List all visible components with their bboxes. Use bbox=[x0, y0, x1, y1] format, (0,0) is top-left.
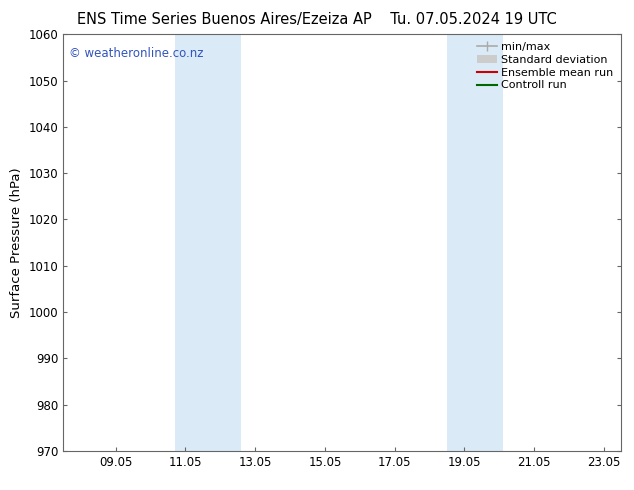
Legend: min/max, Standard deviation, Ensemble mean run, Controll run: min/max, Standard deviation, Ensemble me… bbox=[475, 40, 616, 93]
Text: ENS Time Series Buenos Aires/Ezeiza AP    Tu. 07.05.2024 19 UTC: ENS Time Series Buenos Aires/Ezeiza AP T… bbox=[77, 12, 557, 27]
Y-axis label: Surface Pressure (hPa): Surface Pressure (hPa) bbox=[10, 167, 23, 318]
Bar bbox=[175, 34, 241, 451]
Text: © weatheronline.co.nz: © weatheronline.co.nz bbox=[69, 47, 204, 60]
Bar bbox=[447, 34, 503, 451]
